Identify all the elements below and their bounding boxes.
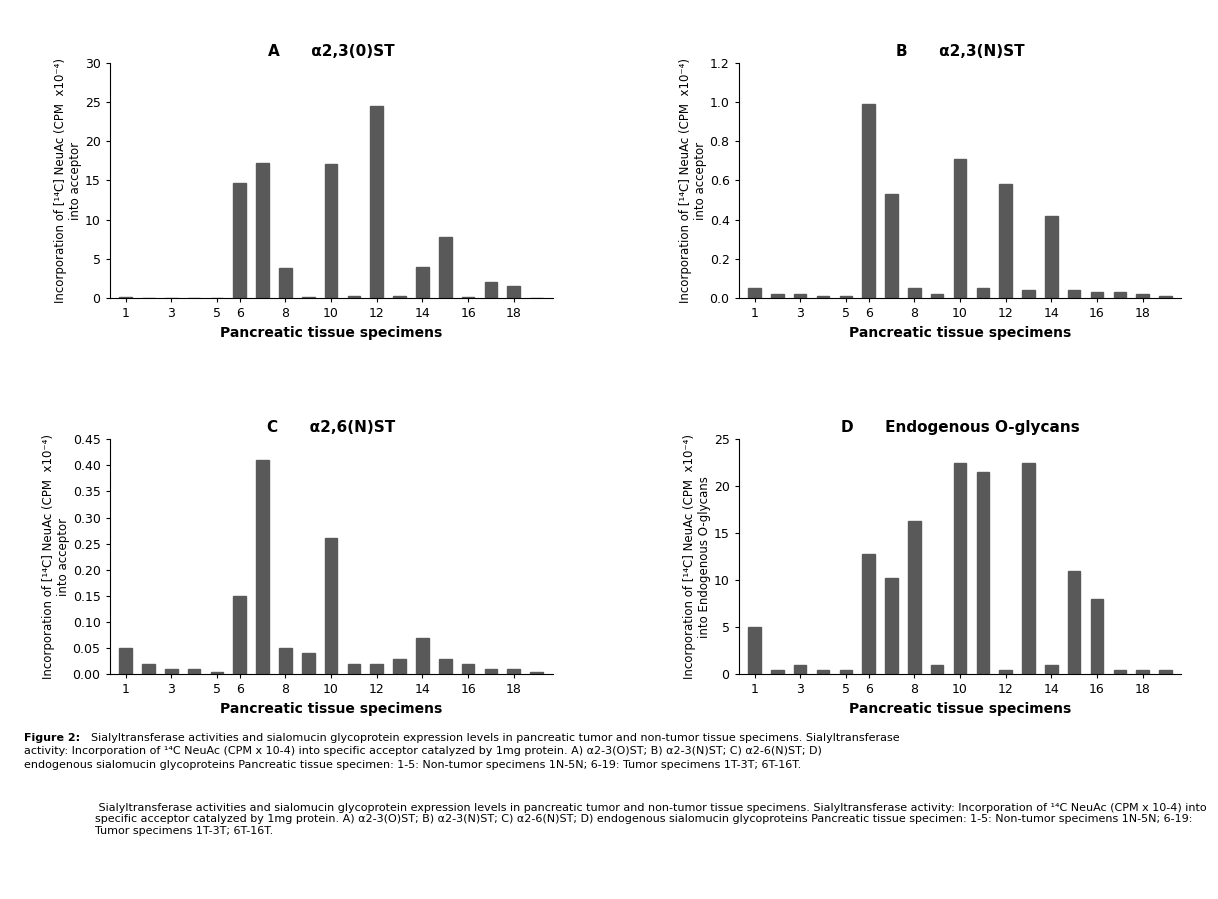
Bar [188, 669, 201, 674]
Text: Figure 2:: Figure 2: [24, 733, 80, 743]
Bar [370, 106, 382, 298]
Bar [1000, 670, 1012, 674]
Bar [302, 654, 314, 674]
Bar [931, 665, 944, 674]
Bar [1113, 670, 1127, 674]
Title: D      Endogenous O-glycans: D Endogenous O-glycans [840, 420, 1079, 435]
Bar [771, 670, 783, 674]
Bar [1022, 463, 1035, 674]
Bar [839, 670, 853, 674]
Bar [748, 289, 761, 298]
Bar [347, 663, 361, 674]
Y-axis label: Incorporation of [¹⁴C] NeuAc (CPM  x10⁻⁴)
into Endogenous O-glycans: Incorporation of [¹⁴C] NeuAc (CPM x10⁻⁴)… [683, 434, 711, 679]
Bar [1022, 290, 1035, 298]
Y-axis label: Incorporation of [¹⁴C] NeuAc (CPM  x10⁻⁴)
into acceptor: Incorporation of [¹⁴C] NeuAc (CPM x10⁻⁴)… [54, 58, 82, 303]
Bar [279, 648, 291, 674]
Bar [885, 578, 898, 674]
Bar [325, 164, 337, 298]
Bar [954, 159, 966, 298]
Bar [347, 297, 361, 298]
Bar [211, 672, 223, 674]
Bar [977, 472, 989, 674]
Text: endogenous sialomucin glycoproteins Pancreatic tissue specimen: 1-5: Non-tumor s: endogenous sialomucin glycoproteins Panc… [24, 760, 801, 770]
X-axis label: Pancreatic tissue specimens: Pancreatic tissue specimens [220, 702, 442, 716]
Bar [1045, 216, 1057, 298]
Bar [1160, 296, 1172, 298]
Bar [1113, 292, 1127, 298]
Bar [119, 648, 132, 674]
Bar [1068, 571, 1080, 674]
Bar [462, 663, 474, 674]
Y-axis label: Incorporation of [¹⁴C] NeuAc (CPM  x10⁻⁴)
into acceptor: Incorporation of [¹⁴C] NeuAc (CPM x10⁻⁴)… [41, 434, 69, 679]
Bar [817, 296, 829, 298]
Bar [393, 297, 406, 298]
Bar [279, 268, 291, 298]
Text: Sialyltransferase activities and sialomucin glycoprotein expression levels in pa: Sialyltransferase activities and sialomu… [95, 803, 1207, 836]
Bar [508, 669, 520, 674]
Bar [438, 659, 452, 674]
Bar [1136, 670, 1149, 674]
Bar [748, 628, 761, 674]
Bar [1045, 665, 1057, 674]
Bar [508, 286, 520, 298]
Bar [862, 104, 875, 298]
Title: A      α2,3(0)ST: A α2,3(0)ST [268, 44, 395, 59]
Bar [931, 294, 944, 298]
Bar [438, 237, 452, 298]
Bar [1000, 184, 1012, 298]
Bar [417, 267, 429, 298]
Bar [1068, 290, 1080, 298]
Bar [954, 463, 966, 674]
Bar [234, 596, 246, 674]
Bar [143, 663, 155, 674]
X-axis label: Pancreatic tissue specimens: Pancreatic tissue specimens [849, 702, 1071, 716]
Bar [485, 669, 497, 674]
Bar [370, 663, 382, 674]
X-axis label: Pancreatic tissue specimens: Pancreatic tissue specimens [849, 325, 1071, 340]
Bar [794, 665, 806, 674]
Bar [1090, 599, 1104, 674]
Bar [325, 539, 337, 674]
Bar [164, 669, 178, 674]
Bar [234, 182, 246, 298]
Title: C      α2,6(N)ST: C α2,6(N)ST [267, 420, 395, 435]
Bar [794, 294, 806, 298]
Bar [817, 670, 829, 674]
Bar [1090, 292, 1104, 298]
Bar [393, 659, 406, 674]
Title: B      α2,3(N)ST: B α2,3(N)ST [895, 44, 1024, 59]
Bar [909, 521, 921, 674]
Bar [530, 672, 543, 674]
Bar [485, 281, 497, 298]
Bar [839, 296, 853, 298]
Text: Sialyltransferase activities and sialomucin glycoprotein expression levels in pa: Sialyltransferase activities and sialomu… [91, 733, 900, 743]
Text: activity: Incorporation of ¹⁴C NeuAc (CPM x 10-4) into specific acceptor catalyz: activity: Incorporation of ¹⁴C NeuAc (CP… [24, 746, 822, 756]
Bar [1160, 670, 1172, 674]
Bar [256, 164, 269, 298]
Y-axis label: Incorporation of [¹⁴C] NeuAc (CPM  x10⁻⁴)
into acceptor: Incorporation of [¹⁴C] NeuAc (CPM x10⁻⁴)… [678, 58, 706, 303]
Bar [417, 637, 429, 674]
X-axis label: Pancreatic tissue specimens: Pancreatic tissue specimens [220, 325, 442, 340]
Bar [862, 554, 875, 674]
Bar [1136, 294, 1149, 298]
Bar [885, 194, 898, 298]
Bar [977, 289, 989, 298]
Bar [771, 294, 783, 298]
Bar [909, 289, 921, 298]
Bar [256, 460, 269, 674]
